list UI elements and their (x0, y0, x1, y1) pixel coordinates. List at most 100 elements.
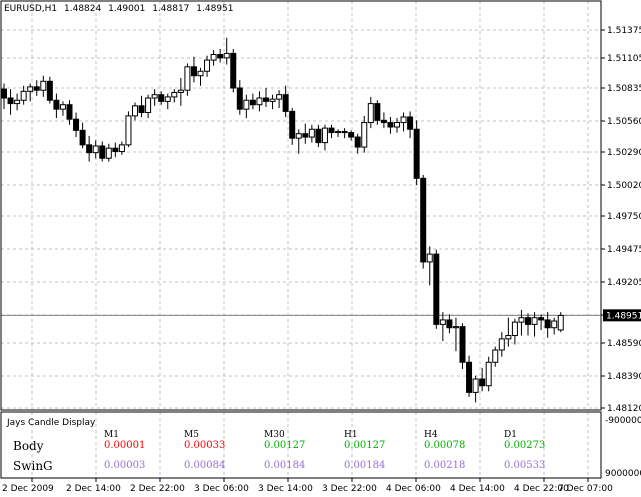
candle-body (14, 99, 21, 105)
candle-body (118, 144, 125, 153)
indicator-border (0, 411, 602, 479)
swing-value: 0.00533 (504, 460, 546, 471)
chart-header: EURUSD,H1 1.48824 1.49001 1.48817 1.4895… (4, 4, 238, 14)
candle-body (99, 145, 106, 159)
candle-body (204, 59, 211, 72)
x-tick-label: 2 Dec 14:00 (66, 484, 121, 494)
swing-value: 0.00218 (424, 460, 466, 471)
y-tick-label: 1.48390 (607, 372, 641, 382)
body-value: 0.00033 (184, 440, 226, 451)
candle-body (282, 94, 289, 112)
current-price-label: 1.48951 (606, 311, 641, 321)
candle-body (452, 326, 459, 329)
candle-body (151, 94, 158, 99)
swing-value: 0.00084 (184, 460, 226, 471)
candle-body (407, 116, 414, 130)
candle-body (59, 104, 66, 110)
candle-body (27, 86, 34, 92)
candle-body (132, 105, 138, 117)
high-value: 1.49001 (108, 4, 146, 14)
timeframe-label: H4 (424, 430, 438, 440)
candle-body (492, 349, 499, 363)
x-tick-label: 4 Dec 14:00 (450, 484, 505, 494)
body-value: 0.00127 (264, 440, 306, 451)
candle-body (361, 122, 368, 148)
body-value: 0.00001 (104, 440, 146, 451)
y-tick-label: 1.49475 (607, 245, 641, 255)
candle-body (125, 115, 132, 146)
candle-body (79, 129, 86, 146)
candle-body (269, 98, 276, 102)
candle-body (328, 127, 335, 134)
x-tick-label: 4 Dec 06:00 (386, 484, 441, 494)
candle-body (197, 70, 204, 77)
main-chart-border (0, 0, 602, 411)
candle-body (33, 86, 40, 91)
swing-value: 0.00184 (264, 460, 306, 471)
candle-body (7, 97, 14, 105)
candle-body (308, 128, 315, 138)
ind-axis-top: -9000000 (605, 416, 641, 426)
timeframe-label: M1 (104, 430, 119, 440)
time-axis: 2 Dec 2009 2 Dec 14:00 2 Dec 22:00 3 Dec 06… (2, 478, 613, 494)
candle-body (145, 97, 152, 114)
close-value: 1.48951 (196, 4, 234, 14)
x-tick-label: 3 Dec 06:00 (194, 484, 249, 494)
candle-body (525, 317, 531, 325)
candle-body (236, 87, 243, 110)
candle-body (321, 127, 328, 144)
timeframe-label: M5 (184, 430, 199, 440)
candle-body (223, 52, 230, 59)
timeframe-label: D1 (504, 430, 517, 440)
y-tick-label: 1.50020 (607, 181, 641, 191)
chart-frame (0, 0, 602, 479)
candle-body (177, 89, 184, 93)
swing-row-label: SwinG (13, 459, 53, 473)
candle-body (66, 104, 73, 120)
body-value: 0.00273 (504, 440, 546, 451)
candle-series (1, 37, 564, 403)
body-value: 0.00078 (424, 440, 466, 451)
candle-body (289, 110, 296, 139)
candle-body (46, 80, 53, 101)
candle-body (367, 103, 374, 124)
candle-body (341, 130, 348, 134)
candle-body (380, 119, 387, 124)
symbol-label: EURUSD,H1 (4, 4, 58, 14)
x-tick-label: 4 Dec 22:00 (514, 484, 569, 494)
y-tick-label: 1.49205 (607, 278, 641, 288)
ind-axis-bottom: 9000000 (605, 469, 641, 479)
y-tick-label: 1.51375 (607, 26, 641, 36)
candle-body (433, 253, 440, 325)
grid-lines (1, 1, 601, 478)
candle-body (505, 335, 512, 340)
candle-body (420, 177, 427, 263)
candle-body (466, 361, 473, 393)
candle-body (511, 321, 518, 337)
candle-body (105, 147, 112, 159)
candle-body (498, 338, 505, 351)
candle-body (53, 99, 60, 110)
candle-body (400, 116, 407, 124)
candle-body (112, 147, 119, 153)
y-tick-label: 1.49750 (607, 212, 641, 222)
candle-body (374, 103, 381, 121)
timeframe-label: M30 (264, 430, 285, 440)
candle-body (531, 317, 538, 325)
y-tick-label: 1.48120 (607, 404, 641, 414)
x-tick-label: 2 Dec 22:00 (130, 484, 185, 494)
y-tick-label: 1.50835 (607, 84, 641, 94)
x-tick-label: 7 Dec 07:00 (558, 484, 613, 494)
swing-value: 0.00003 (104, 460, 146, 471)
body-row-label: Body (13, 439, 44, 453)
candle-body (184, 66, 191, 91)
candle-body (1, 88, 7, 99)
candle-body (551, 320, 558, 329)
candle-body (315, 128, 322, 144)
candle-body (439, 319, 446, 325)
candle-body (249, 99, 256, 106)
open-value: 1.48824 (64, 4, 102, 14)
x-tick-label: 3 Dec 14:00 (258, 484, 313, 494)
candle-body (86, 144, 93, 154)
